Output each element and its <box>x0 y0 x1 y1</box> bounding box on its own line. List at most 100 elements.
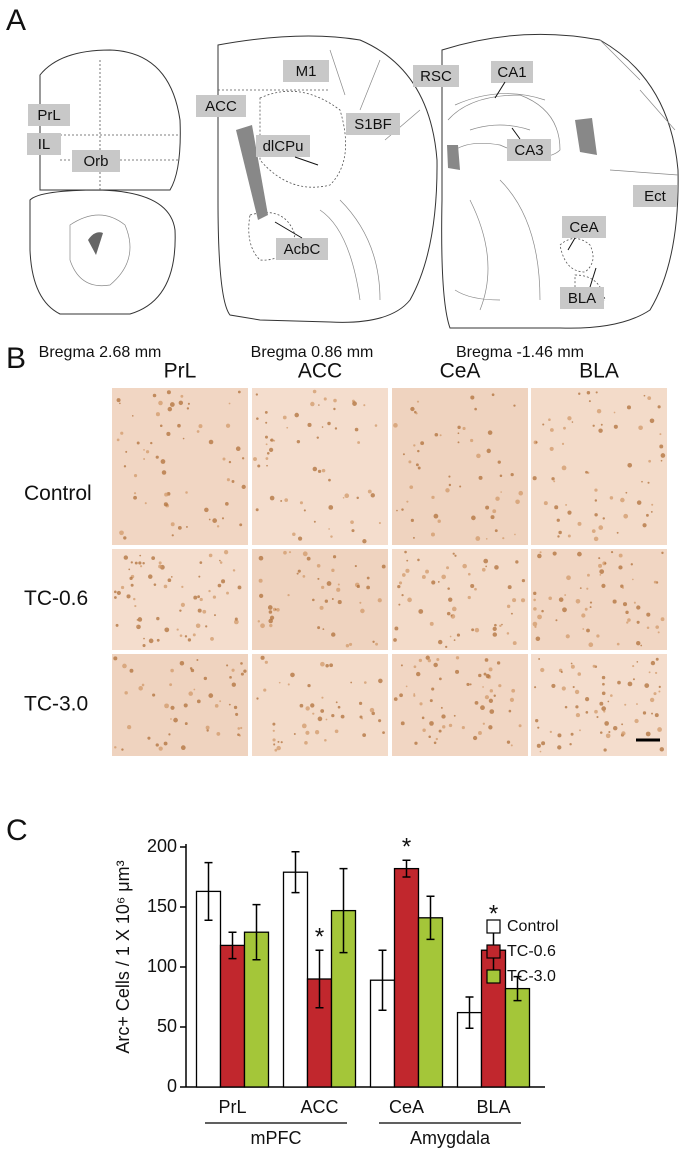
cell-stain <box>186 407 190 410</box>
cell-stain <box>296 572 299 575</box>
cell-stain <box>575 705 579 709</box>
cell-stain <box>486 448 491 454</box>
cell-stain <box>420 441 425 446</box>
cell-stain <box>323 397 327 401</box>
cell-stain <box>594 709 598 714</box>
cell-stain <box>485 673 491 679</box>
cell-stain <box>143 458 146 460</box>
cell-stain <box>586 391 591 395</box>
cell-stain <box>434 432 439 437</box>
cell-stain <box>221 579 226 584</box>
cell-stain <box>620 497 625 503</box>
cell-stain <box>474 407 477 411</box>
cell-stain <box>268 618 273 624</box>
cell-stain <box>453 639 456 641</box>
cell-stain <box>170 522 175 527</box>
cell-stain <box>158 400 163 406</box>
cell-stain <box>260 623 265 629</box>
cell-stain <box>501 623 503 626</box>
cell-stain <box>556 518 560 522</box>
cell-stain <box>327 421 331 426</box>
cell-stain <box>375 642 379 646</box>
cell-stain <box>142 562 145 565</box>
cell-stain <box>167 578 172 583</box>
error-bar <box>252 903 261 961</box>
cell-stain <box>292 532 296 537</box>
cell-stain <box>475 536 481 541</box>
cell-stain <box>185 491 188 494</box>
cell-stain <box>266 464 268 467</box>
cell-stain <box>421 716 425 720</box>
cell-stain <box>378 678 383 684</box>
cell-stain <box>257 464 261 468</box>
cell-stain <box>326 581 332 586</box>
cell-stain <box>565 634 570 639</box>
error-bar <box>426 895 435 941</box>
cell-stain <box>228 703 231 706</box>
cell-stain <box>537 553 542 559</box>
cell-stain <box>438 729 442 733</box>
cell-stain <box>133 492 137 495</box>
cell-stain <box>496 661 501 665</box>
cell-stain <box>641 480 643 483</box>
cell-stain <box>208 518 211 521</box>
cell-stain <box>591 529 596 534</box>
cell-stain <box>321 696 324 699</box>
cell-stain <box>521 578 526 583</box>
cell-stain <box>312 466 318 472</box>
region-label: Orb <box>83 153 108 170</box>
cell-stain <box>489 689 494 693</box>
cell-stain <box>643 394 646 397</box>
cell-stain <box>485 505 490 510</box>
cell-stain <box>260 655 265 660</box>
section-caption: Bregma -1.46 mm <box>456 344 584 361</box>
row-label: TC-0.6 <box>24 587 88 610</box>
cell-stain <box>654 671 658 675</box>
cell-stain <box>177 525 182 530</box>
cell-stain <box>164 492 169 497</box>
cell-stain <box>602 517 605 520</box>
region-box <box>276 238 328 260</box>
cell-stain <box>502 537 505 540</box>
cell-stain <box>187 638 192 642</box>
cell-stain <box>472 735 478 741</box>
cell-stain <box>241 484 246 490</box>
cell-stain <box>164 627 170 633</box>
cell-stain <box>356 496 359 500</box>
cell-stain <box>636 620 640 624</box>
cell-stain <box>255 393 259 396</box>
cell-stain <box>660 453 666 458</box>
cell-stain <box>437 639 443 645</box>
cell-stain <box>572 685 575 689</box>
cell-stain <box>265 443 268 446</box>
cell-stain <box>147 736 151 740</box>
cell-stain <box>457 441 460 444</box>
cell-stain <box>417 449 420 453</box>
cell-stain <box>610 694 613 697</box>
cell-stain <box>143 449 145 451</box>
cell-stain <box>335 701 338 704</box>
cell-stain <box>618 565 623 570</box>
cell-stain <box>331 632 336 637</box>
cell-stain <box>437 519 441 523</box>
cell-stain <box>257 620 261 623</box>
cell-stain <box>557 535 560 538</box>
cell-stain <box>506 632 510 635</box>
cell-stain <box>155 455 159 459</box>
cell-stain <box>272 729 275 732</box>
cell-stain <box>310 401 315 407</box>
cell-stain <box>197 595 200 599</box>
cell-stain <box>557 733 562 738</box>
cell-stain <box>561 686 566 691</box>
cell-stain <box>659 747 665 752</box>
cell-stain <box>268 610 273 614</box>
cell-stain <box>649 418 655 424</box>
cell-stain <box>455 669 460 674</box>
cell-stain <box>577 521 582 526</box>
cell-stain <box>226 478 230 482</box>
group-label: mPFC <box>251 1128 302 1148</box>
cell-stain <box>439 434 442 437</box>
cell-stain <box>594 499 598 502</box>
cell-stain <box>305 706 310 711</box>
panel-label: B <box>6 342 26 375</box>
